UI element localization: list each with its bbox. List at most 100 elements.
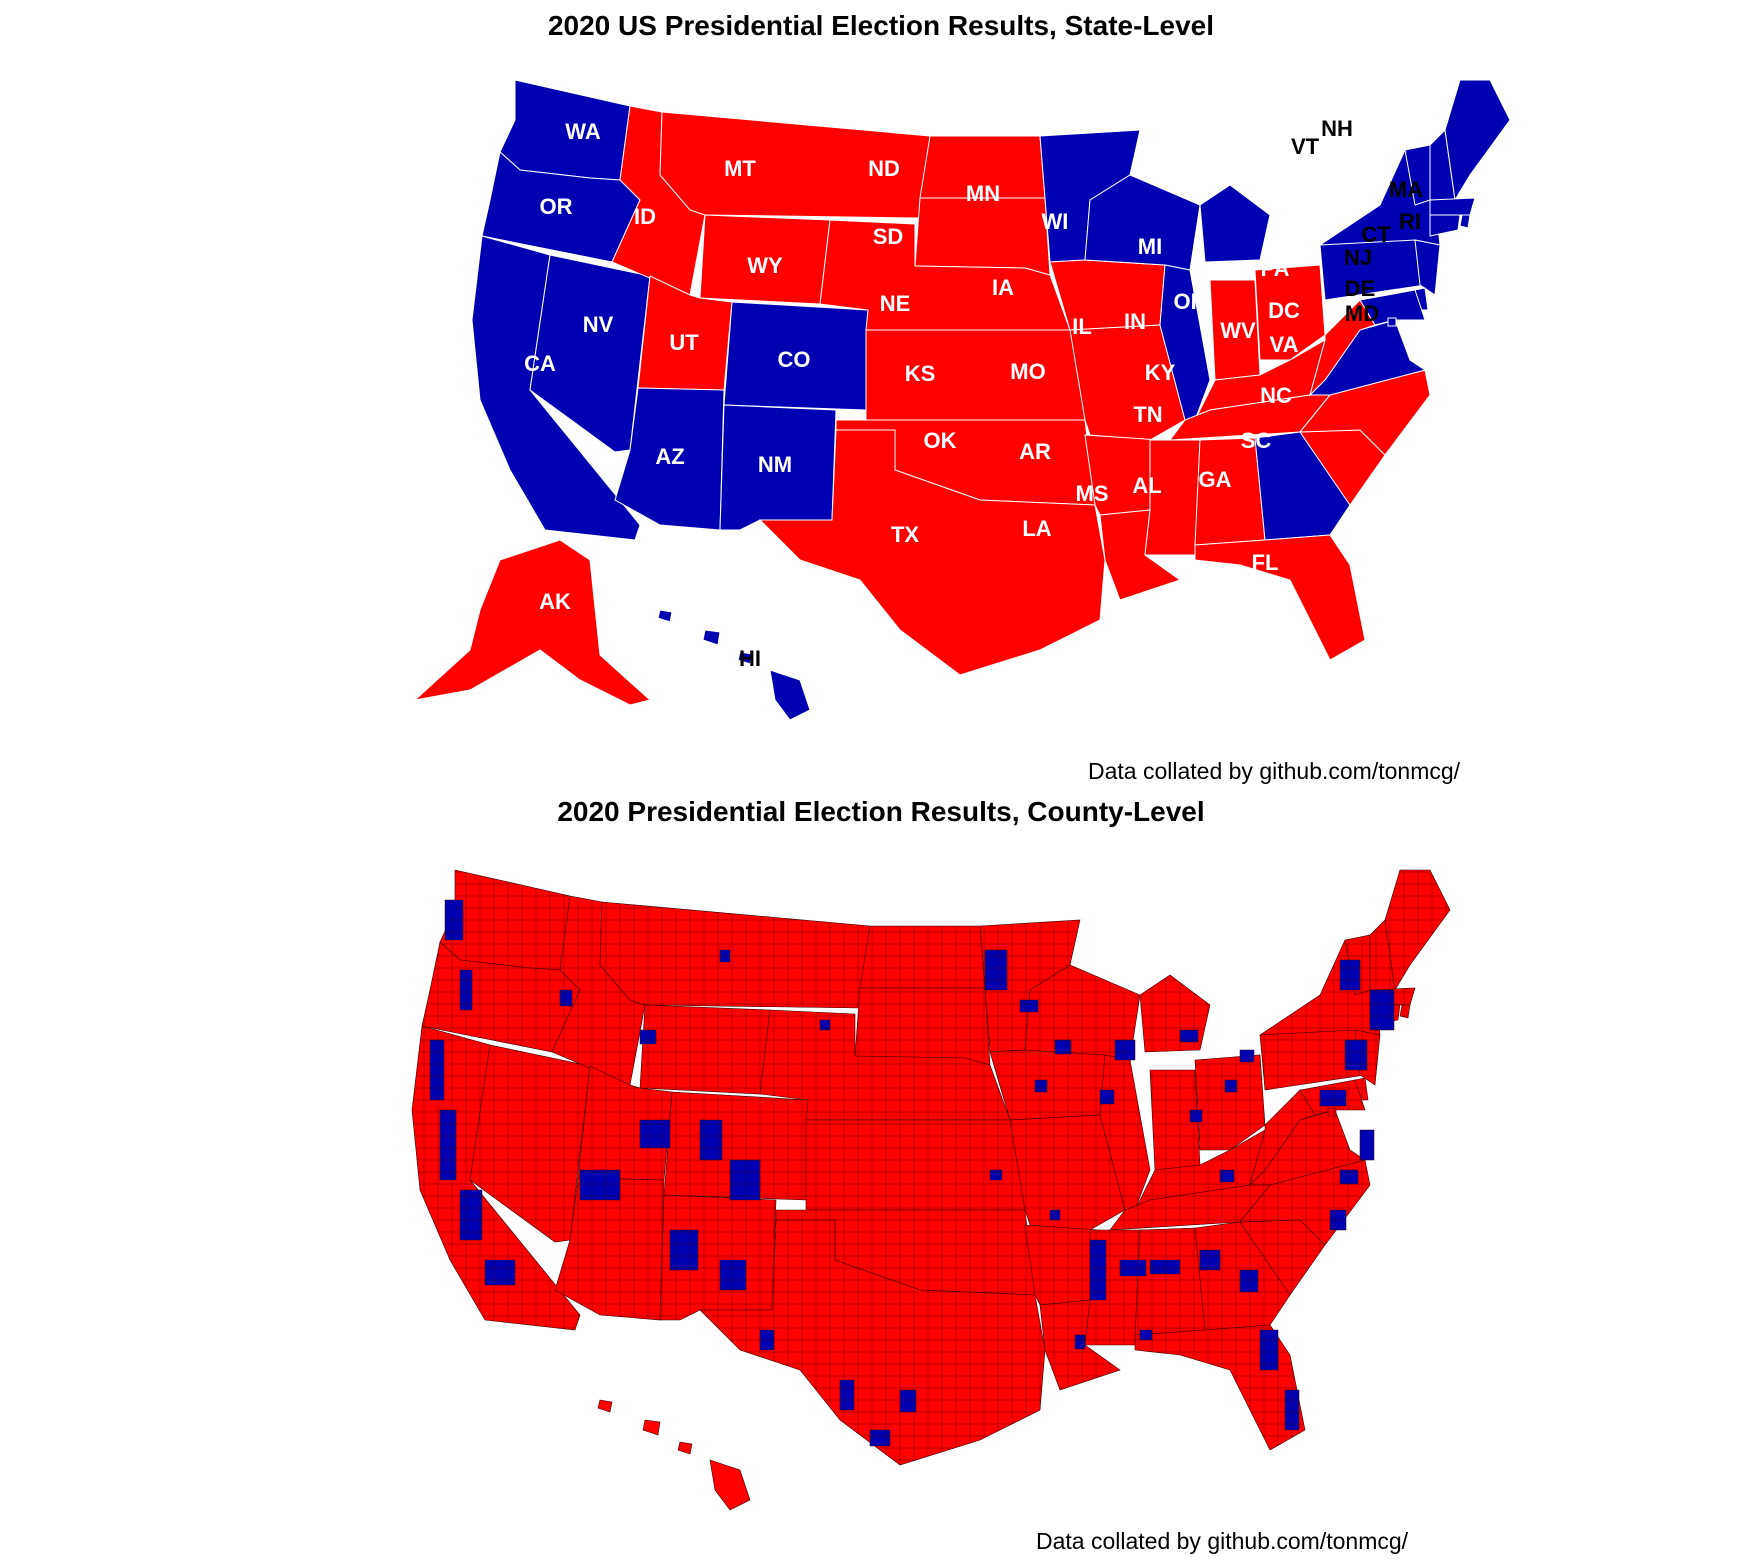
state-ne (819, 219, 1071, 331)
county-dem-cluster-30 (1259, 1329, 1279, 1371)
county-dem-cluster-43 (989, 1169, 1003, 1181)
county-state-wy (639, 1004, 771, 1095)
state-map-title: 2020 US Presidential Election Results, S… (547, 10, 1215, 41)
county-dem-cluster-20 (984, 949, 1008, 991)
state-label-nc: NC (1260, 383, 1292, 408)
county-state-co (663, 1091, 809, 1201)
county-dem-cluster-48 (1074, 1334, 1086, 1350)
county-dem-cluster-13 (559, 989, 573, 1007)
county-dem-cluster-0 (444, 899, 464, 941)
state-label-wa: WA (565, 119, 601, 144)
county-state-id (551, 895, 646, 1086)
county-state-il (1099, 1054, 1151, 1211)
county-state-dc (1327, 1107, 1337, 1117)
state-me (1444, 79, 1511, 202)
county-dem-cluster-15 (819, 1019, 831, 1031)
state-ma (1429, 197, 1476, 216)
county-state-nd (859, 925, 986, 989)
county-dem-cluster-4 (459, 1189, 483, 1241)
state-label-dc: DC (1268, 298, 1300, 323)
state-label-in: IN (1124, 309, 1146, 334)
state-label-mo: MO (1010, 359, 1045, 384)
state-label-ri: RI (1399, 209, 1421, 234)
county-dem-cluster-22 (1054, 1039, 1072, 1055)
state-nj (1414, 239, 1441, 296)
county-dem-cluster-2 (429, 1039, 445, 1101)
county-state-ut (577, 1065, 673, 1181)
county-state-vt (1344, 934, 1371, 996)
county-state-nv (469, 1044, 591, 1243)
county-state-mi (1139, 974, 1211, 1053)
state-label-ny: NY (1291, 195, 1322, 220)
state-label-nd: ND (868, 156, 900, 181)
state-label-al: AL (1132, 473, 1161, 498)
state-label-ct: CT (1361, 222, 1391, 247)
state-label-tn: TN (1133, 402, 1162, 427)
county-dem-cluster-47 (1139, 1329, 1153, 1341)
county-state-ks (805, 1119, 1026, 1211)
county-dem-cluster-39 (1179, 1029, 1199, 1043)
state-label-ut: UT (669, 330, 699, 355)
state-label-wv: WV (1220, 318, 1256, 343)
state-label-ak: AK (539, 589, 571, 614)
state-label-nv: NV (583, 312, 614, 337)
state-label-fl: FL (1252, 550, 1279, 575)
county-dem-cluster-28 (1199, 1249, 1221, 1271)
state-md (1359, 289, 1426, 326)
state-label-ia: IA (992, 275, 1014, 300)
county-dem-cluster-38 (1339, 959, 1361, 991)
county-state-mo (1009, 1114, 1126, 1231)
county-dem-cluster-3 (439, 1109, 457, 1181)
state-nv (529, 254, 651, 453)
county-state-in (1149, 1069, 1201, 1171)
county-state-ca (411, 1025, 581, 1331)
state-label-vt: VT (1291, 134, 1320, 159)
state-ak (413, 539, 652, 706)
county-dem-cluster-6 (579, 1169, 621, 1201)
county-dem-cluster-21 (1019, 999, 1039, 1013)
county-state-tn (1109, 1184, 1271, 1231)
state-label-il: IL (1072, 314, 1092, 339)
state-label-nh: NH (1321, 116, 1353, 141)
state-label-nm: NM (758, 452, 792, 477)
county-dem-cluster-44 (1049, 1209, 1061, 1221)
state-dc (1387, 317, 1397, 327)
state-label-nj: NJ (1344, 245, 1372, 270)
county-state-mt (599, 901, 871, 1009)
state-label-or: OR (540, 194, 573, 219)
county-state-sd (854, 987, 991, 1066)
state-label-md: MD (1345, 301, 1379, 326)
state-ks (865, 329, 1086, 421)
county-dem-cluster-35 (1319, 1089, 1347, 1107)
state-label-ks: KS (905, 361, 936, 386)
state-label-ne: NE (880, 291, 911, 316)
state-hi (657, 609, 811, 721)
county-state-wi (1024, 964, 1141, 1061)
state-label-tx: TX (891, 522, 919, 547)
county-dem-cluster-46 (1189, 1109, 1203, 1123)
state-ct (1429, 214, 1461, 237)
county-dem-cluster-18 (869, 1429, 891, 1447)
state-label-va: VA (1270, 332, 1299, 357)
state-label-ca: CA (524, 351, 556, 376)
county-map-credit: Data collated by github.com/tonmcg/ (1036, 1528, 1409, 1554)
state-fl (1194, 534, 1366, 661)
county-state-ga (1194, 1221, 1291, 1331)
county-state-ar (1024, 1224, 1101, 1306)
county-state-ct (1369, 1004, 1401, 1027)
county-dem-cluster-32 (1329, 1209, 1347, 1231)
state-label-az: AZ (655, 444, 684, 469)
county-map-title: 2020 Presidential Election Results, Coun… (557, 796, 1205, 827)
county-dem-cluster-11 (719, 1259, 747, 1291)
county-dem-cluster-33 (1339, 1169, 1359, 1185)
county-dem-cluster-5 (484, 1259, 516, 1286)
county-shapes (411, 869, 1451, 1511)
county-dem-cluster-29 (1239, 1269, 1259, 1293)
county-state-pa (1259, 1024, 1366, 1091)
county-dem-cluster-12 (639, 1029, 657, 1045)
state-tx (758, 429, 1106, 676)
state-label-sc: SC (1241, 428, 1272, 453)
county-dem-cluster-41 (1239, 1049, 1255, 1063)
state-ga (1254, 431, 1351, 541)
county-state-ok (775, 1209, 1036, 1296)
